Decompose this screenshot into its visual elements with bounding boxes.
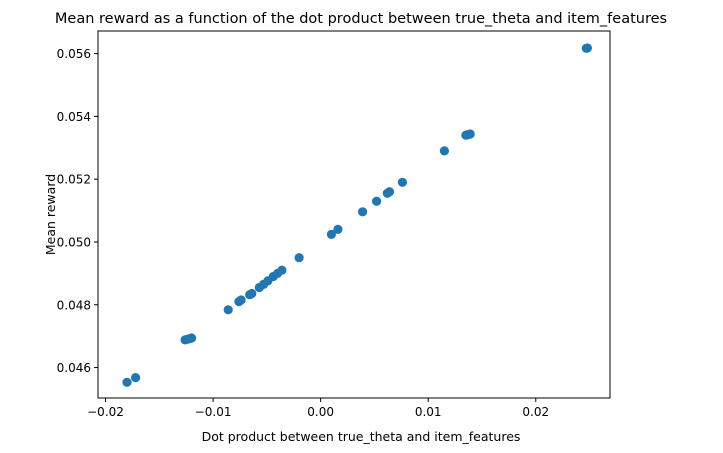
- y-tick-label: 0.050: [57, 235, 91, 249]
- data-point-18: [326, 229, 336, 239]
- data-point-16: [277, 265, 287, 275]
- x-tick-label: −0.02: [87, 405, 124, 419]
- data-point-0: [122, 377, 132, 387]
- data-point-6: [223, 305, 233, 315]
- data-point-24: [397, 177, 407, 187]
- x-axis-ticks: −0.02 −0.01 0.00 0.01 0.02: [87, 398, 549, 419]
- data-point-17: [294, 253, 304, 263]
- plot-area: [97, 30, 611, 399]
- x-tick-label: −0.01: [195, 405, 232, 419]
- x-tick-label: 0.01: [415, 405, 442, 419]
- data-points: [122, 43, 593, 387]
- y-tick-label: 0.048: [57, 298, 91, 312]
- y-tick-label: 0.046: [57, 361, 91, 375]
- data-point-20: [358, 207, 368, 217]
- data-point-28: [465, 129, 475, 139]
- data-point-25: [439, 146, 449, 156]
- data-point-30: [582, 43, 593, 53]
- chart-title: Mean reward as a function of the dot pro…: [55, 11, 667, 27]
- data-point-23: [384, 187, 395, 197]
- data-point-5: [187, 333, 197, 343]
- y-tick-label: 0.056: [57, 47, 91, 61]
- y-axis-label: Mean reward: [43, 174, 58, 255]
- data-point-8: [236, 295, 246, 305]
- x-tick-label: 0.00: [307, 405, 334, 419]
- y-axis-ticks: 0.046 0.048 0.050 0.052 0.054 0.056: [57, 47, 98, 375]
- y-tick-label: 0.052: [57, 173, 91, 187]
- data-point-19: [333, 224, 343, 234]
- x-tick-label: 0.02: [522, 405, 549, 419]
- data-point-21: [372, 196, 382, 206]
- y-tick-label: 0.054: [57, 110, 91, 124]
- data-point-10: [247, 288, 257, 299]
- data-point-1: [131, 373, 141, 383]
- x-axis-label: Dot product between true_theta and item_…: [202, 429, 521, 444]
